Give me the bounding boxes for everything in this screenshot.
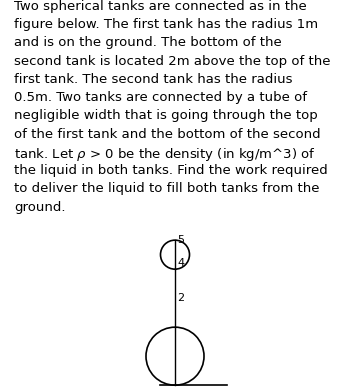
- Text: ground.: ground.: [14, 201, 65, 213]
- Text: 4: 4: [177, 258, 184, 268]
- Text: figure below. The first tank has the radius 1m: figure below. The first tank has the rad…: [14, 18, 318, 31]
- Text: tank. Let $\rho$ > 0 be the density (in kg/m^3) of: tank. Let $\rho$ > 0 be the density (in …: [14, 146, 316, 163]
- Text: negligible width that is going through the top: negligible width that is going through t…: [14, 109, 317, 122]
- Text: Two spherical tanks are connected as in the: Two spherical tanks are connected as in …: [14, 0, 307, 13]
- Text: 0.5m. Two tanks are connected by a tube of: 0.5m. Two tanks are connected by a tube …: [14, 91, 307, 104]
- Text: of the first tank and the bottom of the second: of the first tank and the bottom of the …: [14, 128, 321, 141]
- Text: 2: 2: [177, 293, 184, 303]
- Text: 5: 5: [177, 235, 184, 245]
- Text: second tank is located 2m above the top of the: second tank is located 2m above the top …: [14, 55, 330, 68]
- Text: the liquid in both tanks. Find the work required: the liquid in both tanks. Find the work …: [14, 164, 328, 177]
- Text: to deliver the liquid to fill both tanks from the: to deliver the liquid to fill both tanks…: [14, 183, 319, 196]
- Text: first tank. The second tank has the radius: first tank. The second tank has the radi…: [14, 73, 292, 86]
- Text: and is on the ground. The bottom of the: and is on the ground. The bottom of the: [14, 36, 282, 50]
